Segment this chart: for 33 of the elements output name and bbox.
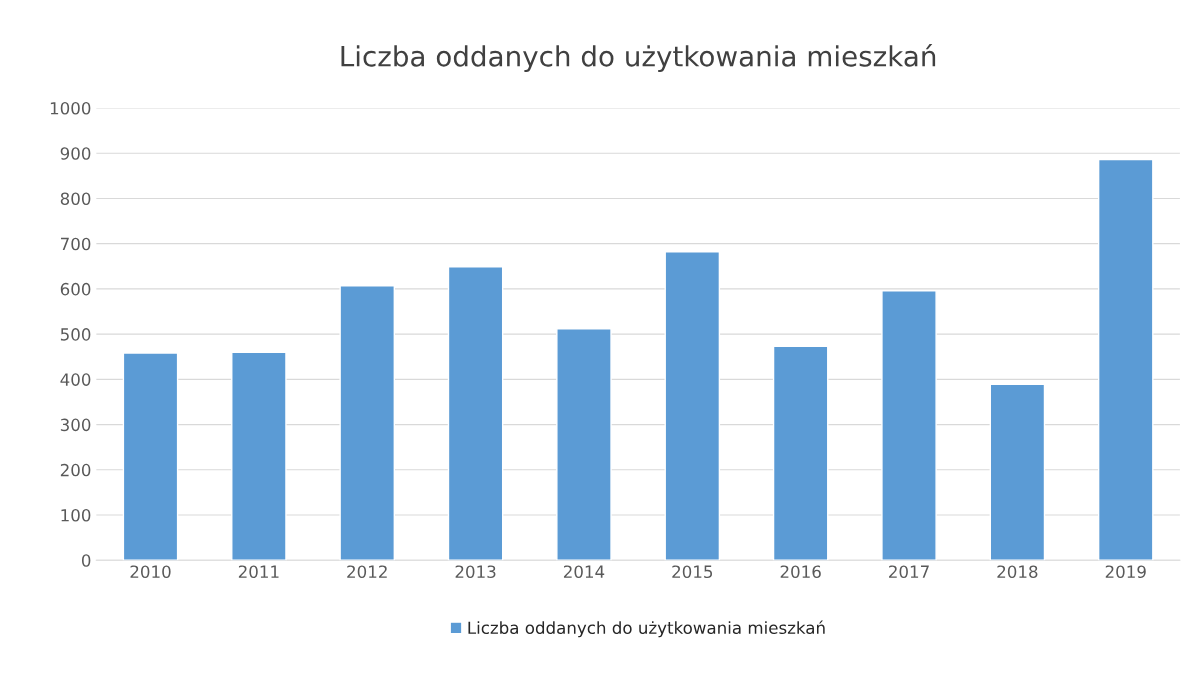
bar (447, 266, 504, 561)
x-tick-label: 2018 (997, 565, 1038, 579)
y-tick-label: 800 (60, 192, 91, 206)
bar (989, 383, 1046, 561)
y-tick-label: 200 (60, 463, 91, 477)
x-tick-label: 2012 (347, 565, 387, 579)
y-tick-label: 0 (81, 554, 91, 567)
bar (772, 345, 829, 561)
x-tick-label: 2016 (780, 565, 821, 579)
bar (122, 352, 179, 561)
bar (339, 285, 396, 561)
y-tick-label: 300 (60, 418, 91, 432)
bar (1097, 158, 1154, 561)
y-tick-label: 500 (60, 328, 91, 341)
legend-label: Liczba oddanych do użytkowania mieszkań (468, 620, 825, 638)
x-tick-label: 2019 (1105, 565, 1146, 579)
bar (881, 290, 937, 561)
y-tick-label: 100 (61, 508, 91, 522)
x-tick-label: 2010 (130, 565, 171, 579)
bar (664, 251, 721, 561)
x-tick-label: 2017 (889, 565, 929, 579)
x-tick-label: 2015 (672, 565, 713, 579)
y-tick-label: 600 (60, 282, 91, 296)
bar (231, 351, 287, 561)
x-tick-label: 2011 (238, 565, 279, 579)
x-tick-label: 2014 (563, 565, 605, 579)
x-tick-label: 2013 (455, 565, 496, 579)
y-tick-label: 700 (61, 237, 91, 251)
y-tick-label: 1000 (50, 101, 91, 115)
y-tick-label: 400 (60, 373, 91, 386)
bar (556, 328, 612, 561)
chart-title: Liczba oddanych do użytkowania mieszkań (341, 44, 936, 73)
y-tick-label: 900 (60, 147, 91, 160)
